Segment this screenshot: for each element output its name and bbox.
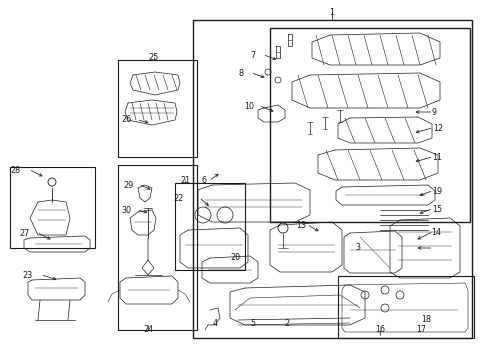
Text: 14: 14 (430, 228, 440, 237)
Text: 24: 24 (142, 325, 153, 334)
Bar (10, 167, 95, 248)
Text: 7: 7 (250, 50, 255, 59)
Text: 29: 29 (122, 180, 133, 189)
Text: 5: 5 (250, 319, 255, 328)
Text: 16: 16 (374, 325, 384, 334)
Text: 10: 10 (244, 102, 253, 111)
Text: 23: 23 (22, 270, 32, 279)
Text: 30: 30 (121, 206, 131, 215)
Text: 18: 18 (420, 315, 430, 324)
Text: 21: 21 (180, 176, 190, 185)
Text: 3: 3 (355, 243, 360, 252)
Text: 19: 19 (431, 186, 441, 195)
Bar (193, 20, 471, 338)
Bar (269, 28, 469, 222)
Text: 27: 27 (20, 229, 30, 238)
Bar (337, 276, 473, 338)
Text: 9: 9 (430, 108, 436, 117)
Text: 6: 6 (201, 176, 206, 185)
Text: 17: 17 (415, 325, 425, 334)
Text: 25: 25 (148, 53, 159, 62)
Bar (118, 165, 197, 330)
Text: 22: 22 (173, 194, 183, 202)
Text: 8: 8 (238, 68, 243, 77)
Text: 4: 4 (212, 319, 217, 328)
Text: 15: 15 (431, 204, 441, 213)
Text: 13: 13 (295, 220, 305, 230)
Text: 11: 11 (431, 153, 441, 162)
Text: 26: 26 (121, 116, 131, 125)
Bar (118, 60, 197, 157)
Text: 12: 12 (432, 123, 442, 132)
Text: 2: 2 (284, 319, 289, 328)
Text: 28: 28 (10, 166, 20, 175)
Text: 20: 20 (229, 253, 240, 262)
Bar (175, 183, 244, 270)
Text: 1: 1 (329, 8, 334, 17)
